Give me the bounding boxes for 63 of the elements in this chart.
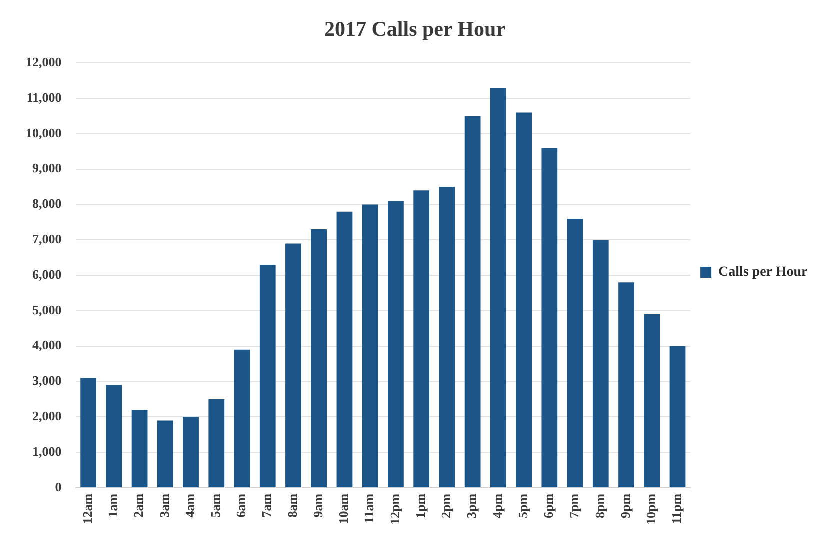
bar [414,190,430,488]
bar [183,417,199,488]
y-tick-label: 3,000 [32,373,62,388]
x-tick-label: 2am [131,494,146,518]
x-tick-label: 2pm [438,494,454,519]
x-tick-label: 12pm [387,494,402,526]
bar [464,116,481,488]
chart-title: 2017 Calls per Hour [324,17,506,42]
y-tick-label: 0 [55,479,62,494]
bar [336,212,353,488]
x-tick-label: 12am [80,494,95,524]
bar [286,244,302,488]
y-tick-label: 5,000 [32,302,62,318]
y-tick-label: 8,000 [32,196,62,212]
x-tick-label: 8pm [592,494,608,519]
bar [567,218,584,488]
y-tick-label: 9,000 [32,160,62,176]
bar [311,230,328,488]
bar [439,187,456,488]
x-tick-label: 9am [310,494,326,518]
bar [208,399,225,488]
x-tick-label: 1pm [412,494,428,519]
bar [618,282,634,488]
x-tick-label: 7am [259,494,274,518]
x-tick-label: 6pm [541,494,556,519]
bar [234,350,250,488]
bar [542,148,558,488]
x-tick-label: 5am [208,494,224,518]
x-tick-label: 9pm [618,494,633,519]
bar [80,378,96,488]
y-tick-label: 1,000 [32,444,62,459]
bar [490,88,506,488]
legend-label: Calls per Hour [718,265,808,280]
x-tick-label: 11pm [669,494,684,524]
y-tick-label: 6,000 [32,266,62,282]
bar [106,385,122,488]
bar [592,240,609,488]
x-tick-label: 7pm [566,494,582,519]
x-tick-label: 4am [182,494,198,518]
bar [644,314,660,488]
x-tick-label: 11am [362,494,377,524]
x-tick-label: 4pm [490,494,505,519]
y-tick-label: 10,000 [26,125,62,140]
y-tick-label: 4,000 [32,338,62,353]
bar [362,204,378,488]
x-tick-label: 3pm [464,494,480,519]
y-tick-label: 12,000 [26,54,62,70]
bar [670,346,686,488]
x-tick-label: 1am [106,494,121,518]
bar [388,201,404,488]
x-tick-label: 8am [284,494,300,518]
x-tick-label: 6am [234,494,249,518]
bar [260,264,276,488]
y-tick-label: 2,000 [32,408,62,424]
x-tick-label: 10am [336,494,352,524]
x-tick-label: 5pm [515,494,530,519]
y-tick-label: 11,000 [26,90,62,105]
y-tick-label: 7,000 [32,232,62,247]
bar [516,112,532,488]
x-tick-label: 10pm [643,494,658,526]
bar [157,420,174,488]
bar [132,410,148,488]
x-tick-label: 3am [156,494,172,518]
